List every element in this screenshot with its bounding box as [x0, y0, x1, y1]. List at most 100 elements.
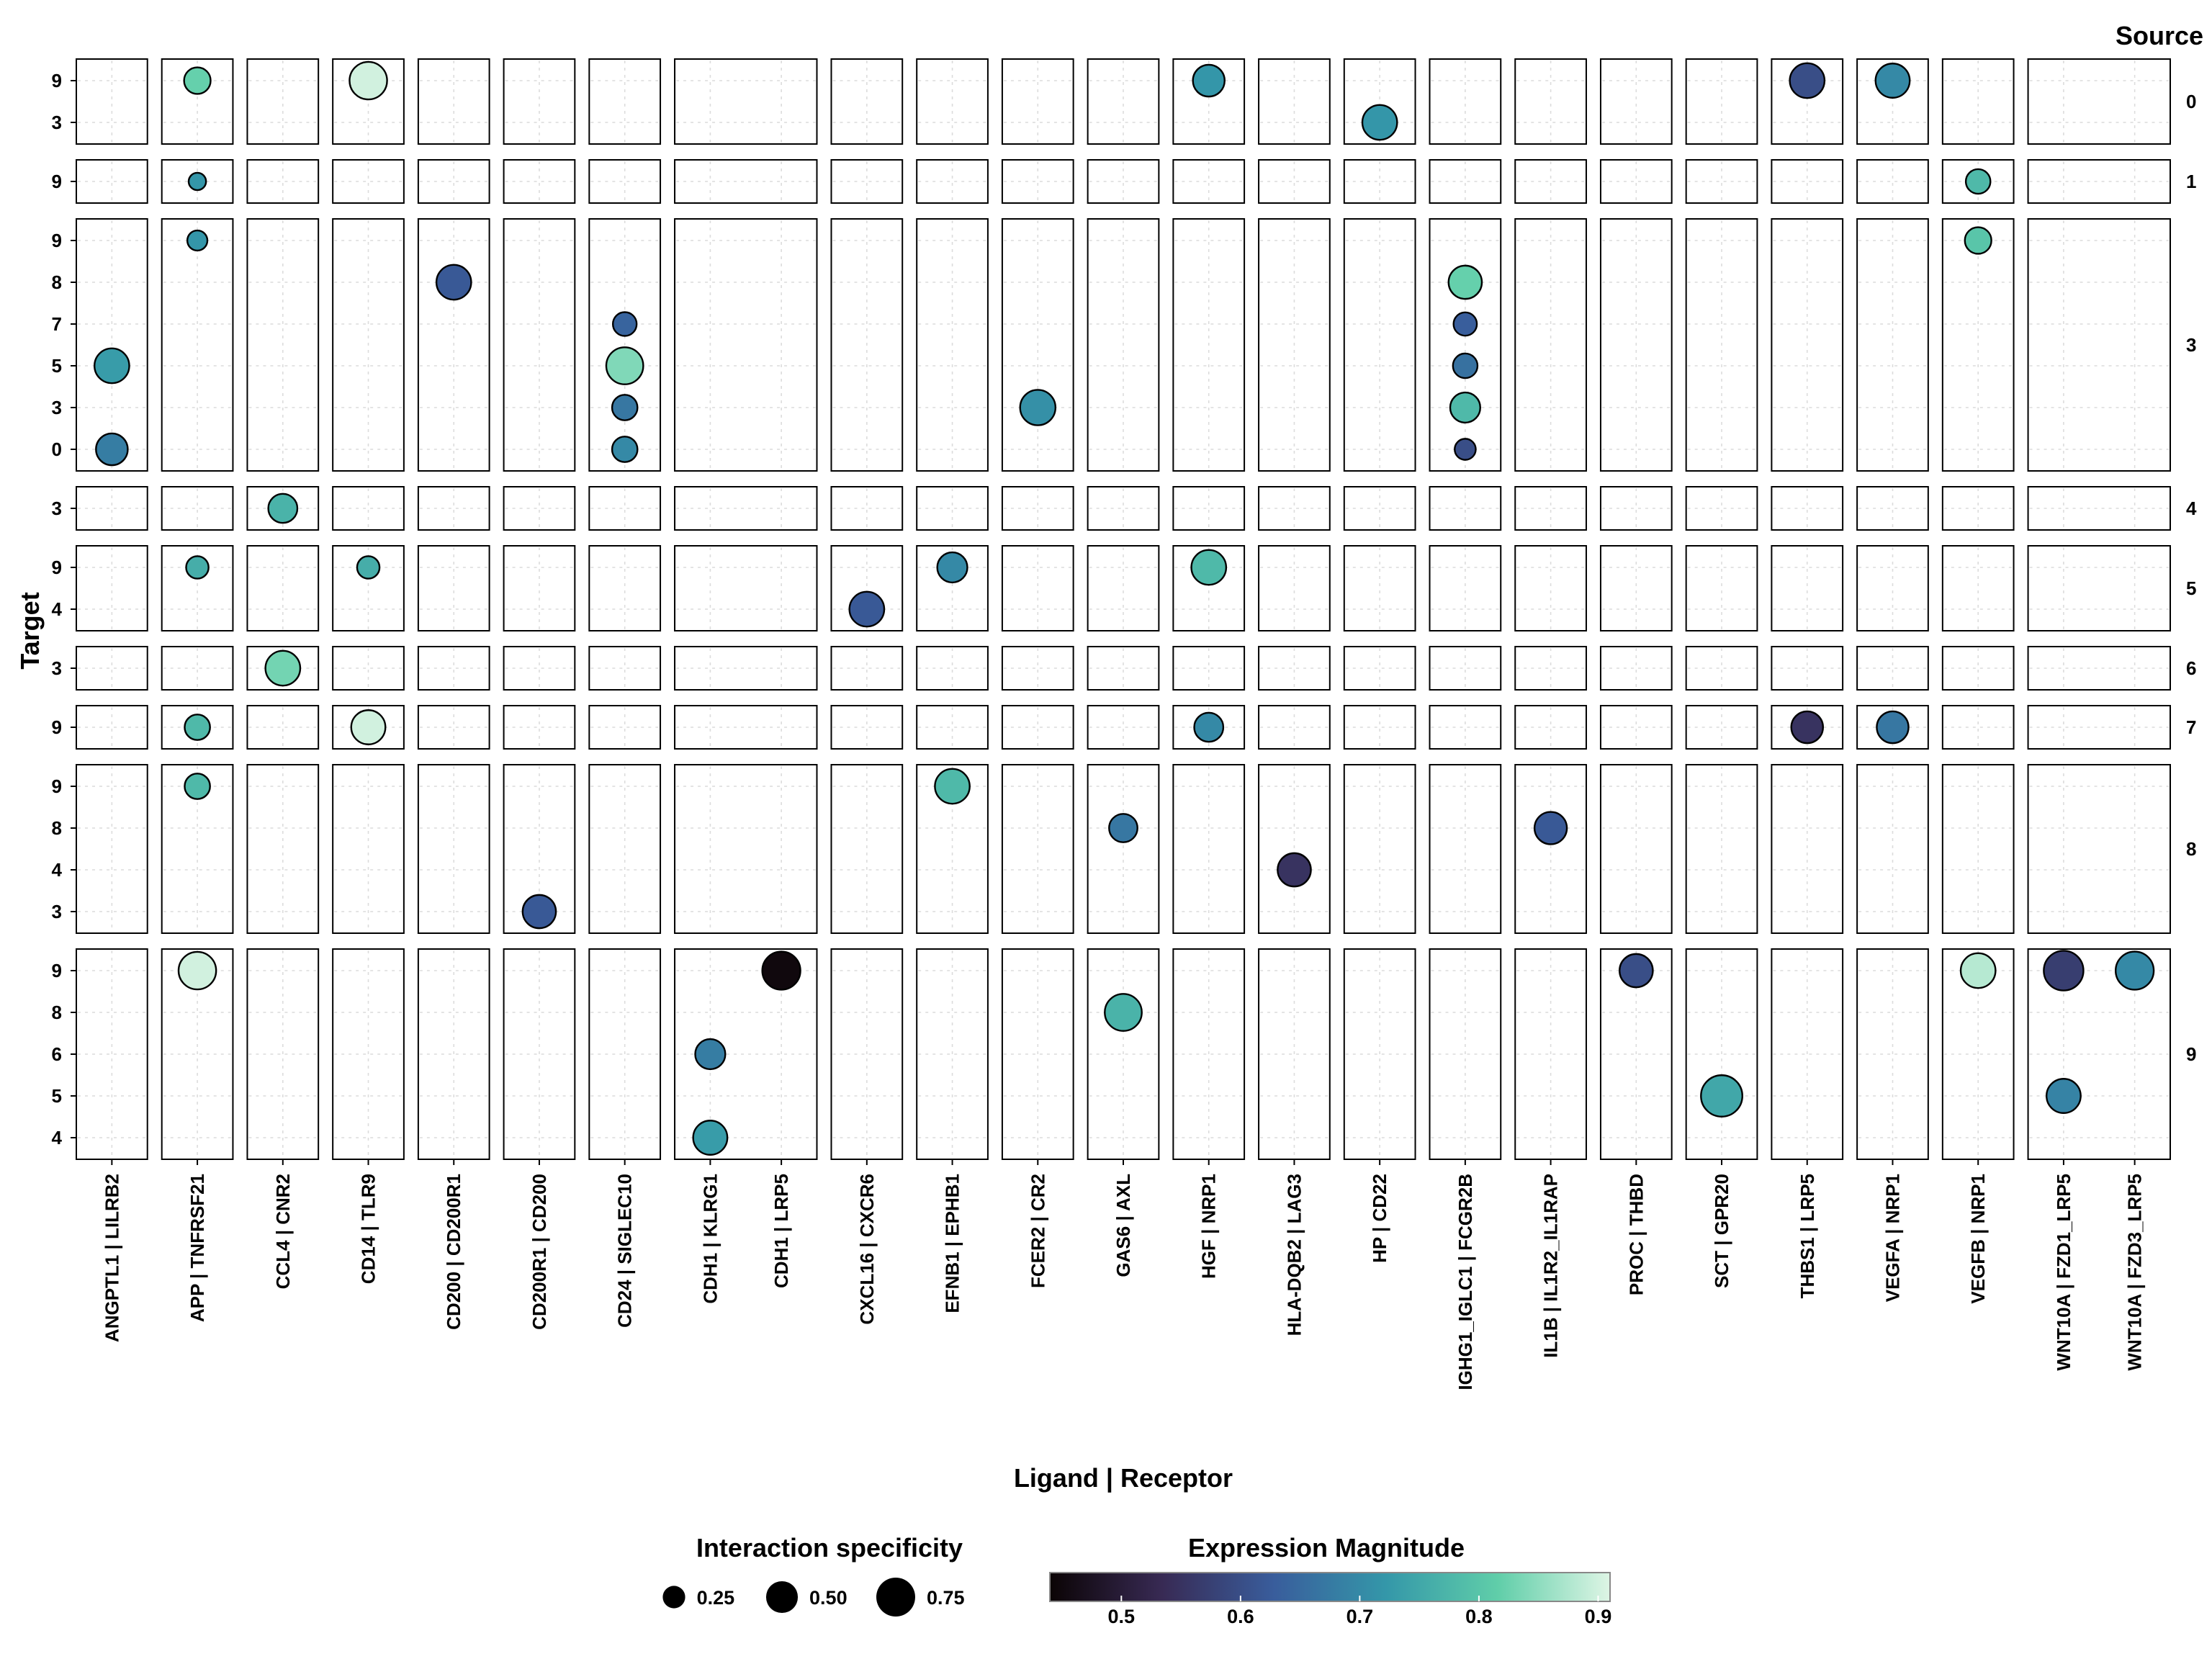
- panel-source-9-angptl1: [76, 948, 148, 1160]
- panel-source-3-ccl4: [246, 218, 320, 472]
- size-legend-title: Interaction specificity: [696, 1533, 963, 1563]
- pair-tick-wnt10a-fzd1-lrp5: WNT10A | FZD1_LRP5: [2053, 1174, 2074, 1371]
- panel-source-7-cd24: [588, 705, 662, 750]
- panel-source-8-hp: [1343, 764, 1416, 934]
- panel-source-7-ccl4: [246, 705, 320, 750]
- panel-frame: [417, 159, 490, 204]
- dot-3-5-cd24-siglec10: [605, 346, 644, 385]
- panel-source-6-cd24: [588, 646, 662, 691]
- panel-frame: [417, 545, 490, 631]
- dot-9-6-cdh1-klrg1: [694, 1038, 727, 1071]
- panel-source-6-thbs1: [1771, 646, 1844, 691]
- dot-9-8-gas6-axl: [1104, 993, 1143, 1032]
- dot-9-4-cdh1-klrg1: [692, 1120, 729, 1156]
- panel-frame: [674, 764, 818, 934]
- panel-frame: [2027, 764, 2172, 934]
- panel-source-4-cd200r1: [503, 486, 576, 531]
- panel-source-6-sct: [1685, 646, 1758, 691]
- panel-source-3-vegfb: [1941, 218, 2015, 472]
- panel-source-7-efnb1: [916, 705, 989, 750]
- panel-frame: [588, 545, 662, 631]
- source-label-3: 3: [2186, 334, 2196, 356]
- panel-source-4-sct: [1685, 486, 1758, 531]
- pair-tick-hla-dqb2-lag3: HLA-DQB2 | LAG3: [1283, 1174, 1305, 1336]
- pair-tick-cdh1-klrg1: CDH1 | KLRG1: [699, 1174, 721, 1304]
- panel-source-8-hla-dqb2: [1258, 764, 1331, 934]
- panel-source-3-gas6: [1087, 218, 1160, 472]
- size-legend-label-0-25: 0.25: [697, 1587, 735, 1609]
- panel-source-9-sct: [1685, 948, 1758, 1160]
- pair-tick-cd200r1-cd200: CD200R1 | CD200: [529, 1174, 550, 1330]
- size-legend-dot-0-50: [765, 1581, 799, 1614]
- panel-frame: [1685, 58, 1758, 145]
- panel-source-0-cd24: [588, 58, 662, 145]
- panel-frame: [2027, 218, 2172, 472]
- panel-source-4-hla-dqb2: [1258, 486, 1331, 531]
- panel-frame: [1771, 545, 1844, 631]
- panel-source-7-angptl1: [76, 705, 148, 750]
- panel-source-9-gas6: [1087, 948, 1160, 1160]
- target-tick-0-9: 9: [52, 70, 62, 91]
- panel-source-1-cd200r1: [503, 159, 576, 204]
- panel-source-5-hp: [1343, 545, 1416, 631]
- dot-9-5-wnt10a-fzd1-lrp5: [2045, 1078, 2082, 1114]
- panel-frame: [830, 58, 904, 145]
- panel-frame: [332, 58, 405, 145]
- target-tick-8-4: 4: [52, 859, 63, 881]
- dot-3-5-angptl1-lilrb2: [94, 347, 130, 385]
- panel-source-8-gas6: [1087, 764, 1160, 934]
- pair-tick-ccl4-cnr2: CCL4 | CNR2: [272, 1174, 294, 1289]
- panel-source-9-ighg1-iglc1: [1429, 948, 1502, 1160]
- panel-source-6-hla-dqb2: [1258, 646, 1331, 691]
- dot-0-9-app-tnfrsf21: [183, 66, 212, 95]
- source-label-8: 8: [2186, 838, 2196, 860]
- panel-frame: [1258, 545, 1331, 631]
- panel-source-3-cd14: [332, 218, 405, 472]
- panel-source-6-cd200r1: [503, 646, 576, 691]
- panel-source-3-wnt10a: [2027, 218, 2172, 472]
- dot-3-0-angptl1-lilrb2: [95, 432, 129, 467]
- dot-9-9-app-tnfrsf21: [177, 950, 217, 991]
- pair-tick-wnt10a-fzd3-lrp5: WNT10A | FZD3_LRP5: [2124, 1174, 2146, 1371]
- panel-frame: [2027, 486, 2172, 531]
- panel-source-5-cd200: [417, 545, 490, 631]
- panel-source-1-vegfa: [1856, 159, 1929, 204]
- panel-source-7-wnt10a: [2027, 705, 2172, 750]
- target-tick-labels: 9 3 9 9 8 7 5 3 0 3 9 4 3 9 9 8 4 3 9 8 6 5 4: [52, 70, 76, 1148]
- panel-source-3-cd200r1: [503, 218, 576, 472]
- panel-source-0-proc: [1599, 58, 1673, 145]
- y-axis-label: Target: [15, 592, 45, 669]
- panel-source-8-cd24: [588, 764, 662, 934]
- panel-source-7-ighg1-iglc1: [1429, 705, 1502, 750]
- panel-source-9-efnb1: [916, 948, 989, 1160]
- size-legend-label-0-75: 0.75: [927, 1587, 965, 1609]
- panel-frame: [830, 545, 904, 631]
- target-tick-3-8: 8: [52, 271, 62, 293]
- dot-7-9-thbs1-lrp5: [1790, 710, 1825, 745]
- panel-source-6-vegfa: [1856, 646, 1929, 691]
- panel-source-3-efnb1: [916, 218, 989, 472]
- panel-source-8-vegfa: [1856, 764, 1929, 934]
- pair-tick-hgf-nrp1: HGF | NRP1: [1198, 1174, 1220, 1279]
- dot-8-3-cd200r1-cd200: [521, 894, 557, 930]
- panel-source-1-angptl1: [76, 159, 148, 204]
- target-tick-9-8: 8: [52, 1002, 62, 1023]
- size-legend-dot-0-75: [876, 1578, 915, 1617]
- panel-source-1-ccl4: [246, 159, 320, 204]
- dot-9-9-cdh1-lrp5: [761, 950, 801, 991]
- panel-source-4-fcer2: [1001, 486, 1074, 531]
- panel-frame: [1343, 545, 1416, 631]
- panel-source-1-hp: [1343, 159, 1416, 204]
- panel-frame: [1856, 545, 1929, 631]
- colorbar-tick-0-5: 0.5: [1108, 1606, 1136, 1627]
- panel-frame: [2027, 705, 2172, 750]
- facet-row-title: Source: [2116, 21, 2203, 50]
- pair-tick-proc-thbd: PROC | THBD: [1625, 1174, 1647, 1295]
- pair-tick-gas6-axl: GAS6 | AXL: [1112, 1174, 1134, 1277]
- dot-0-9-hgf-nrp1: [1192, 63, 1226, 98]
- panel-source-4-cd24: [588, 486, 662, 531]
- dot-6-3-ccl4-cnr2: [264, 649, 302, 687]
- dot-7-9-app-tnfrsf21: [184, 714, 211, 741]
- dot-3-9-vegfb-nrp1: [1964, 226, 1992, 255]
- panel-source-8-sct: [1685, 764, 1758, 934]
